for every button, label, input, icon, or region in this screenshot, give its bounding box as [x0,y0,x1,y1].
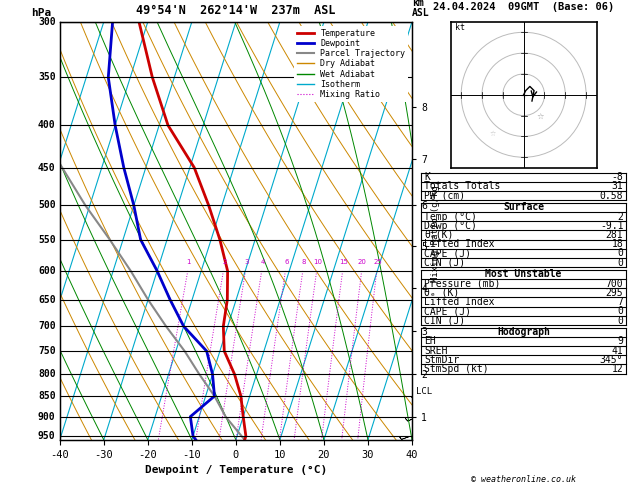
Text: 0: 0 [618,258,623,268]
Text: Hodograph: Hodograph [497,327,550,337]
Text: 1: 1 [187,259,191,265]
Text: 281: 281 [606,230,623,240]
Text: 3: 3 [244,259,248,265]
Text: 0: 0 [618,306,623,316]
Text: θₑ (K): θₑ (K) [424,288,459,298]
Text: StmSpd (kt): StmSpd (kt) [424,364,489,374]
Text: CAPE (J): CAPE (J) [424,306,471,316]
Text: Pressure (mb): Pressure (mb) [424,278,500,289]
Text: 650: 650 [38,295,55,305]
Text: 850: 850 [38,391,55,401]
Text: Most Unstable: Most Unstable [486,269,562,279]
Text: Surface: Surface [503,202,544,212]
Text: 24.04.2024  09GMT  (Base: 06): 24.04.2024 09GMT (Base: 06) [433,2,615,13]
Text: 10: 10 [313,259,322,265]
Text: CAPE (J): CAPE (J) [424,248,471,259]
Text: 0: 0 [618,248,623,259]
Text: 900: 900 [38,412,55,422]
Text: ☆: ☆ [489,131,496,138]
Text: 8: 8 [301,259,306,265]
Text: 18: 18 [611,239,623,249]
Text: ☆: ☆ [537,113,544,122]
Text: Lifted Index: Lifted Index [424,297,494,307]
Text: 950: 950 [38,431,55,441]
Text: EH: EH [424,336,436,347]
Text: Totals Totals: Totals Totals [424,181,500,191]
Text: 800: 800 [38,369,55,379]
Text: 12: 12 [611,364,623,374]
Text: -8: -8 [611,172,623,182]
Text: SREH: SREH [424,346,447,356]
Text: Dewp (°C): Dewp (°C) [424,221,477,231]
Text: hPa: hPa [31,8,52,17]
Text: Mixing Ratio (g/kg): Mixing Ratio (g/kg) [431,180,440,282]
Text: 49°54'N  262°14'W  237m  ASL: 49°54'N 262°14'W 237m ASL [136,4,336,17]
Text: 7: 7 [618,297,623,307]
Text: CIN (J): CIN (J) [424,258,465,268]
Text: θₑ(K): θₑ(K) [424,230,454,240]
Text: 6: 6 [284,259,289,265]
Text: 295: 295 [606,288,623,298]
Text: 550: 550 [38,235,55,244]
Text: 300: 300 [38,17,55,27]
Text: 15: 15 [339,259,348,265]
Text: 41: 41 [611,346,623,356]
Text: © weatheronline.co.uk: © weatheronline.co.uk [471,474,576,484]
Text: 600: 600 [38,266,55,276]
Text: 400: 400 [38,120,55,130]
Text: 700: 700 [606,278,623,289]
Text: K: K [424,172,430,182]
Text: PW (cm): PW (cm) [424,191,465,201]
Text: 345°: 345° [600,355,623,365]
Text: 9: 9 [618,336,623,347]
Text: StmDir: StmDir [424,355,459,365]
Text: kt: kt [455,23,465,32]
Text: Lifted Index: Lifted Index [424,239,494,249]
Text: 0: 0 [618,315,623,326]
Text: 350: 350 [38,72,55,82]
X-axis label: Dewpoint / Temperature (°C): Dewpoint / Temperature (°C) [145,465,327,475]
Text: 500: 500 [38,200,55,210]
Text: -9.1: -9.1 [600,221,623,231]
Text: 0.58: 0.58 [600,191,623,201]
Text: 450: 450 [38,163,55,173]
Text: 2: 2 [618,211,623,222]
Text: 2: 2 [222,259,226,265]
Text: Temp (°C): Temp (°C) [424,211,477,222]
Text: 700: 700 [38,321,55,331]
Text: 31: 31 [611,181,623,191]
Text: LCL: LCL [416,387,431,397]
Text: 20: 20 [358,259,367,265]
Text: 750: 750 [38,346,55,356]
Text: CIN (J): CIN (J) [424,315,465,326]
Legend: Temperature, Dewpoint, Parcel Trajectory, Dry Adiabat, Wet Adiabat, Isotherm, Mi: Temperature, Dewpoint, Parcel Trajectory… [294,26,408,102]
Text: km
ASL: km ASL [412,0,430,17]
Text: 25: 25 [373,259,382,265]
Text: 4: 4 [260,259,265,265]
